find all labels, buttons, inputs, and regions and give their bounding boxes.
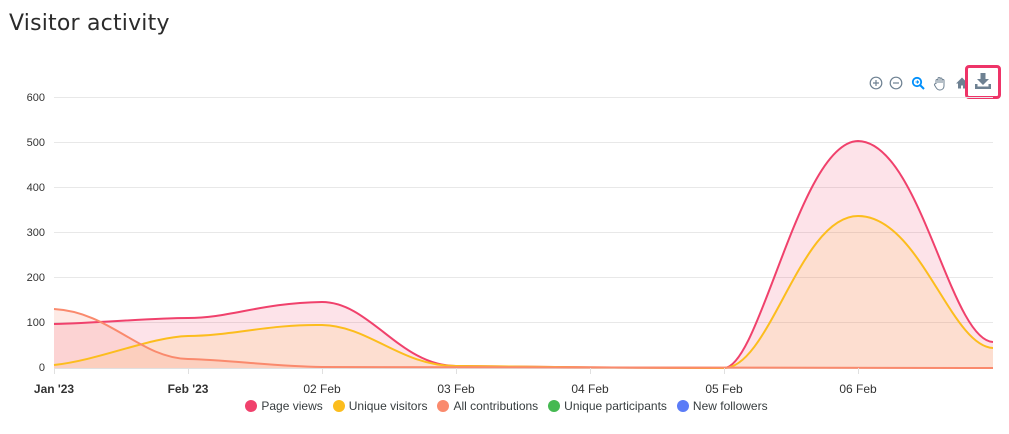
x-axis-ticks xyxy=(54,368,859,374)
pan-button[interactable] xyxy=(930,71,950,95)
legend-label: Unique participants xyxy=(564,399,667,413)
legend-label: New followers xyxy=(692,399,768,413)
zoom-in-icon xyxy=(869,76,883,90)
x-tick-label: Jan '23 xyxy=(34,382,75,396)
selection-zoom-button[interactable] xyxy=(908,71,928,95)
download-icon xyxy=(975,73,991,89)
x-tick-label: Feb '23 xyxy=(168,382,209,396)
x-tick-label: 05 Feb xyxy=(705,382,743,396)
legend-marker-icon xyxy=(548,400,561,412)
legend-label: Page views xyxy=(261,399,323,413)
legend-marker-icon xyxy=(332,400,345,412)
legend-item-new-followers[interactable]: New followers xyxy=(676,399,768,413)
x-tick-label: 04 Feb xyxy=(571,382,609,396)
y-gridlines xyxy=(54,97,993,323)
y-tick-label: 500 xyxy=(27,137,45,149)
x-axis-labels: Jan '23 Feb '23 02 Feb 03 Feb 04 Feb 05 … xyxy=(34,382,877,396)
y-tick-label: 100 xyxy=(27,317,45,329)
y-tick-label: 600 xyxy=(27,92,45,104)
page-views-area xyxy=(54,141,993,368)
y-tick-label: 0 xyxy=(39,362,45,374)
chart-legend: Page views Unique visitors All contribut… xyxy=(0,399,1009,413)
zoom-out-button[interactable] xyxy=(886,71,906,95)
legend-marker-icon xyxy=(437,400,450,412)
legend-item-page-views[interactable]: Page views xyxy=(245,399,323,413)
y-axis-labels: 600 500 400 300 200 100 0 xyxy=(27,92,45,374)
all-contributions-area xyxy=(54,309,993,368)
y-tick-label: 400 xyxy=(27,182,45,194)
all-contributions-line xyxy=(53,308,994,369)
legend-item-unique-participants[interactable]: Unique participants xyxy=(548,399,667,413)
download-button[interactable] xyxy=(965,65,1001,99)
x-tick-label: 03 Feb xyxy=(437,382,475,396)
area-chart: 600 500 400 300 200 100 0 Jan '23 Feb '2… xyxy=(27,92,994,396)
y-tick-label: 200 xyxy=(27,272,45,284)
legend-item-unique-visitors[interactable]: Unique visitors xyxy=(332,399,428,413)
zoom-in-button[interactable] xyxy=(866,71,886,95)
legend-item-all-contributions[interactable]: All contributions xyxy=(437,399,538,413)
unique-visitors-area xyxy=(54,216,993,368)
legend-marker-icon xyxy=(245,400,258,412)
pan-hand-icon xyxy=(933,76,945,90)
page-title: Visitor activity xyxy=(9,11,170,36)
zoom-out-icon xyxy=(889,76,903,90)
x-tick-label: 06 Feb xyxy=(839,382,877,396)
x-tick-label: 02 Feb xyxy=(303,382,341,396)
selection-zoom-icon xyxy=(911,76,925,90)
legend-marker-icon xyxy=(676,400,689,412)
legend-label: All contributions xyxy=(453,399,539,413)
y-tick-label: 300 xyxy=(27,227,45,239)
legend-label: Unique visitors xyxy=(348,399,428,413)
